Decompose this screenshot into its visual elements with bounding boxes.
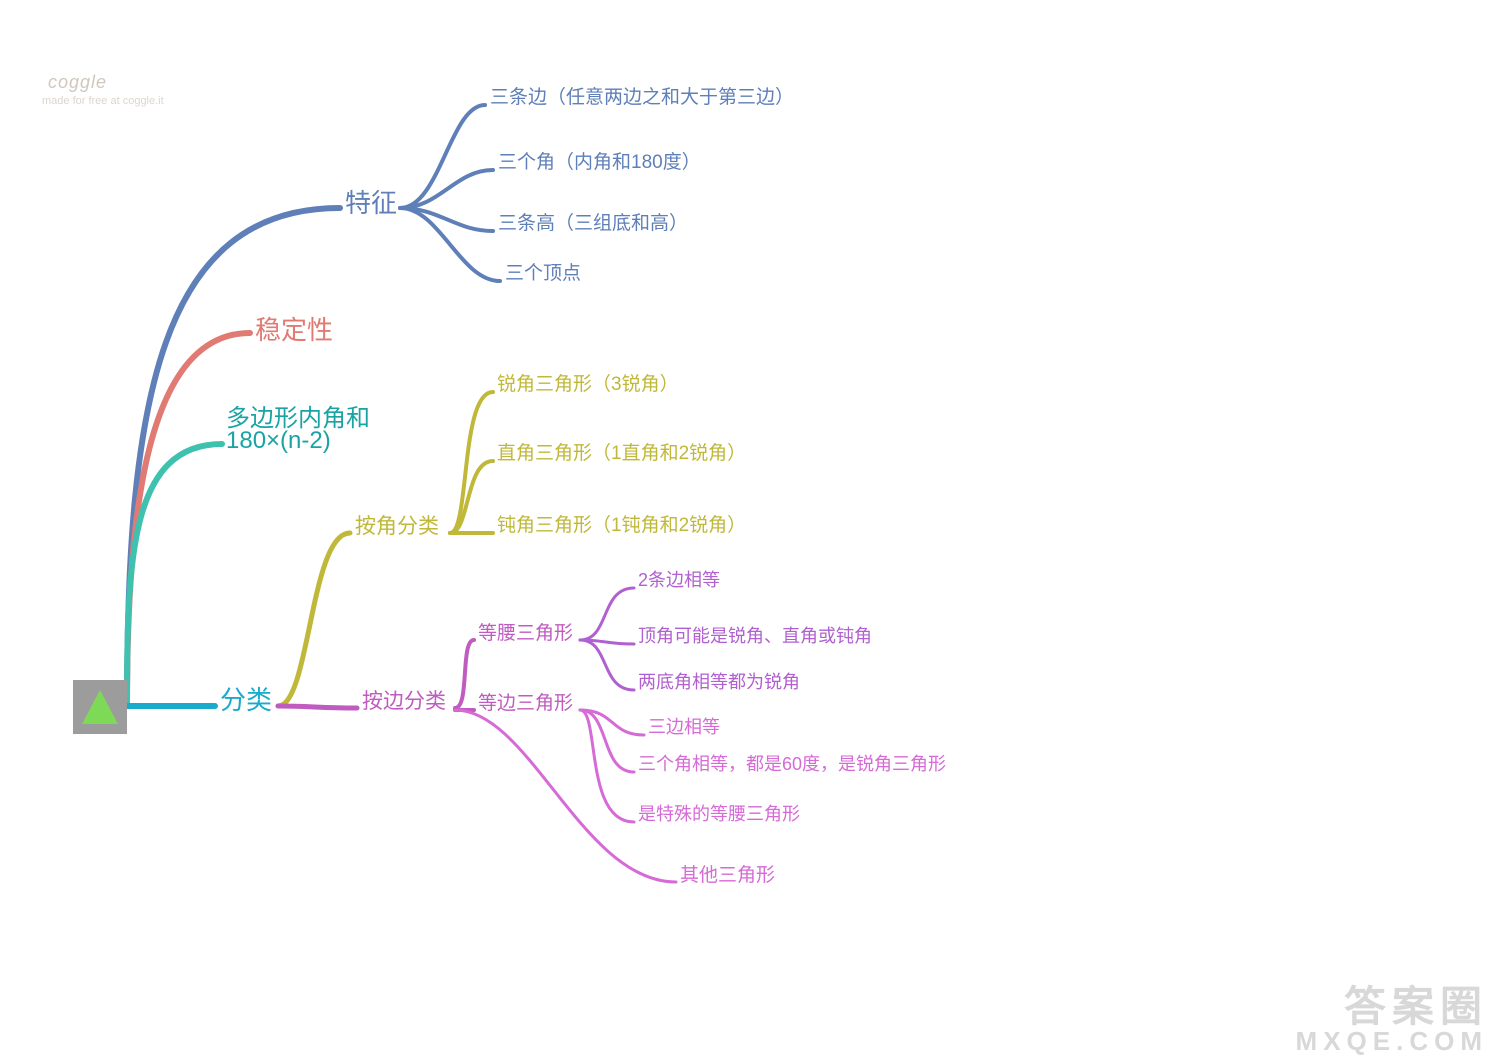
mindmap-node-dingd[interactable]: 三个顶点 [505, 258, 581, 285]
mindmap-node-dy2[interactable]: 顶角可能是锐角、直角或钝角 [638, 622, 872, 648]
mindmap-edge [278, 706, 357, 708]
mindmap-edge [580, 588, 634, 640]
mindmap-node-zhijiao[interactable]: 直角三角形（1直角和2锐角） [497, 438, 746, 465]
mindmap-edge [580, 640, 634, 690]
mindmap-node-db1[interactable]: 三边相等 [648, 713, 720, 739]
mindmap-edge [278, 533, 350, 706]
watermark-url: MXQE.COM [1296, 1028, 1488, 1054]
mindmap-node-qita[interactable]: 其他三角形 [680, 860, 775, 887]
watermark-title: 答案圈 [1296, 986, 1488, 1028]
mindmap-node-ruijiao[interactable]: 锐角三角形（3锐角） [497, 369, 679, 396]
mindmap-edges-layer [0, 0, 1500, 1060]
mindmap-node-anbian[interactable]: 按边分类 [362, 685, 446, 715]
mindmap-node-db2[interactable]: 三个角相等，都是60度，是锐角三角形 [638, 750, 946, 776]
mindmap-edge [127, 333, 250, 706]
mindmap-root-icon [73, 680, 127, 734]
mindmap-edge [455, 640, 474, 708]
mindmap-node-dy1[interactable]: 2条边相等 [638, 566, 720, 592]
mindmap-node-dy3[interactable]: 两底角相等都为锐角 [638, 668, 800, 694]
mindmap-node-jiao3[interactable]: 三个角（内角和180度） [498, 147, 701, 174]
mindmap-node-wending[interactable]: 稳定性 [255, 310, 333, 347]
mindmap-node-tezhen[interactable]: 特征 [345, 183, 397, 220]
coggle-tagline: made for free at coggle.it [42, 95, 164, 107]
coggle-logo: coggle [48, 72, 107, 93]
mindmap-node-bian3[interactable]: 三条边（任意两边之和大于第三边） [490, 82, 794, 109]
mindmap-node-duobian2[interactable]: 180×(n-2) [226, 427, 331, 455]
mindmap-node-dengyao[interactable]: 等腰三角形 [478, 618, 573, 645]
mindmap-node-dengbian[interactable]: 等边三角形 [478, 688, 573, 715]
mindmap-node-dunjiao[interactable]: 钝角三角形（1钝角和2锐角） [497, 510, 746, 537]
mindmap-node-anjiao[interactable]: 按角分类 [355, 510, 439, 540]
triangle-icon [82, 690, 118, 724]
site-watermark: 答案圈 MXQE.COM [1296, 986, 1488, 1054]
mindmap-node-fenlei[interactable]: 分类 [220, 680, 272, 717]
mindmap-edge [580, 710, 634, 822]
mindmap-node-gao3[interactable]: 三条高（三组底和高） [498, 208, 688, 235]
mindmap-node-db3[interactable]: 是特殊的等腰三角形 [638, 800, 800, 826]
